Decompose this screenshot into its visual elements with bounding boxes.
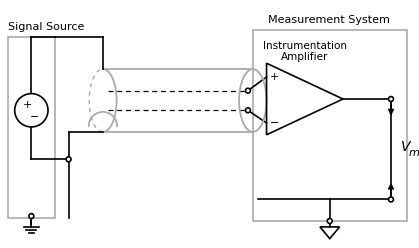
Text: +: + — [23, 100, 32, 110]
Circle shape — [388, 96, 393, 101]
Circle shape — [246, 88, 251, 93]
Circle shape — [246, 108, 251, 113]
Text: Amplifier: Amplifier — [281, 52, 328, 62]
Text: Instrumentation: Instrumentation — [263, 41, 347, 51]
Circle shape — [29, 214, 34, 218]
Circle shape — [66, 157, 71, 162]
Text: m: m — [409, 148, 419, 158]
Text: Signal Source: Signal Source — [8, 22, 84, 32]
Circle shape — [388, 197, 393, 202]
Text: V: V — [401, 140, 410, 154]
Text: −: − — [270, 118, 279, 128]
Bar — [8, 37, 55, 218]
Text: −: − — [30, 112, 39, 122]
Bar — [253, 30, 407, 221]
Text: Measurement System: Measurement System — [267, 15, 389, 25]
Text: +: + — [270, 72, 279, 82]
Circle shape — [15, 94, 48, 127]
Circle shape — [327, 218, 332, 223]
